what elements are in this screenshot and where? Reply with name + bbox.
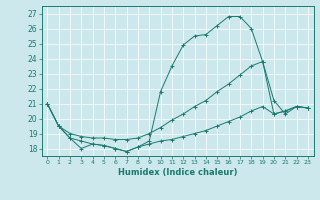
X-axis label: Humidex (Indice chaleur): Humidex (Indice chaleur) [118, 168, 237, 177]
